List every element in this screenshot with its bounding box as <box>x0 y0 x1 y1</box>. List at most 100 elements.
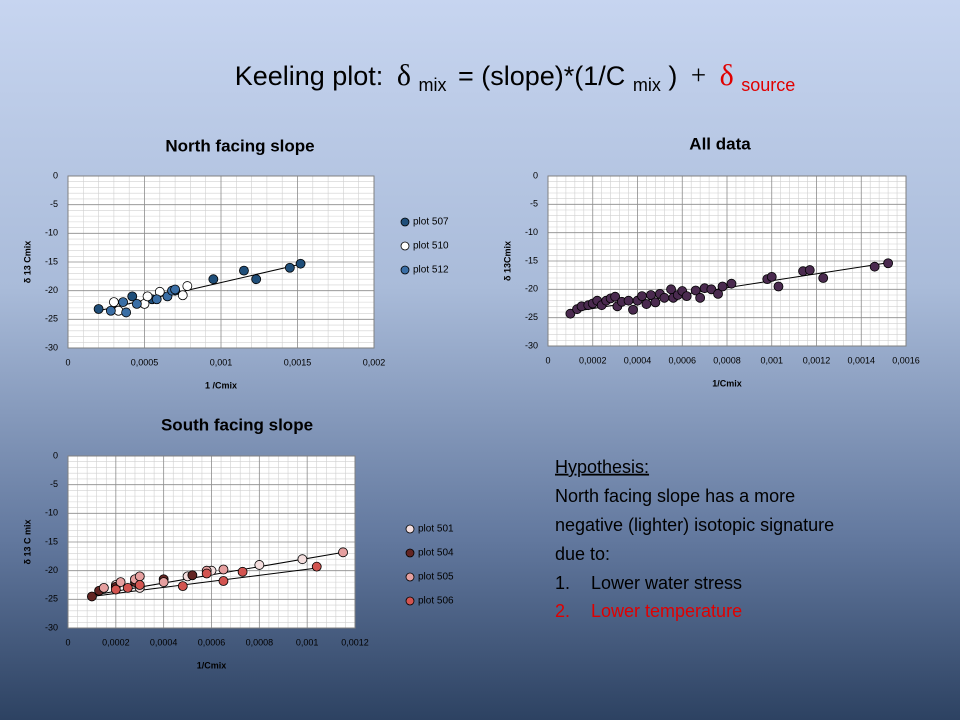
data-point <box>717 281 728 292</box>
y-tick-label: -25 <box>45 594 58 604</box>
y-tick-label: -10 <box>525 227 538 237</box>
data-point <box>659 292 670 303</box>
x-tick-label: 0,0002 <box>102 637 130 647</box>
legend-label: plot 512 <box>413 265 449 276</box>
data-point <box>239 265 249 276</box>
y-tick-label: -15 <box>45 536 58 546</box>
x-tick-label: 0 <box>545 355 550 365</box>
legend-label: plot 506 <box>418 596 454 607</box>
data-point <box>151 294 162 305</box>
data-point <box>681 291 692 302</box>
x-tick-label: 0,0015 <box>284 357 312 367</box>
y-tick-label: -10 <box>45 228 58 238</box>
y-axis-label: δ 13 C mix <box>22 520 32 565</box>
title-part: δ <box>720 59 734 92</box>
y-tick-label: -25 <box>45 314 58 324</box>
y-axis-label: δ 13 Cmix <box>22 241 32 283</box>
plot-border <box>547 175 907 347</box>
hypothesis-heading: Hypothesis: <box>555 457 649 477</box>
data-point <box>804 265 815 275</box>
y-tick-label: 0 <box>53 170 58 180</box>
legend-label: plot 501 <box>418 524 454 535</box>
data-point <box>706 284 717 295</box>
data-point <box>105 305 116 316</box>
data-point <box>254 560 265 570</box>
x-tick-label: 0,0012 <box>803 355 831 365</box>
legend-marker <box>405 572 415 582</box>
list-number: 1. <box>555 573 570 593</box>
data-point <box>121 307 132 318</box>
data-point <box>818 273 829 283</box>
data-point <box>158 577 169 588</box>
x-tick-label: 0,0002 <box>579 355 607 365</box>
x-tick-label: 0 <box>65 357 70 367</box>
x-tick-label: 0,001 <box>210 357 233 367</box>
data-point <box>131 298 142 309</box>
y-tick-label: 0 <box>53 450 58 460</box>
data-point <box>98 582 109 593</box>
data-point <box>773 281 784 292</box>
hypothesis-line: North facing slope has a more <box>555 486 795 506</box>
data-point <box>109 297 119 308</box>
data-point <box>110 584 121 595</box>
x-axis-label: 1/Cmix <box>197 660 227 670</box>
legend-label: plot 507 <box>413 217 449 228</box>
list-item: Lower temperature <box>591 601 742 621</box>
legend-label: plot 504 <box>418 548 454 559</box>
y-tick-label: -10 <box>45 508 58 518</box>
data-point <box>134 571 145 582</box>
data-point <box>201 568 212 579</box>
data-point <box>695 292 706 303</box>
y-tick-label: -25 <box>525 312 538 322</box>
legend-marker <box>400 217 410 227</box>
data-point <box>713 288 723 299</box>
data-point <box>118 297 128 308</box>
data-point <box>93 304 104 314</box>
data-point <box>690 285 701 296</box>
y-tick-label: -30 <box>45 622 58 632</box>
chart-title: South facing slope <box>161 415 313 434</box>
y-tick-label: -5 <box>50 199 58 209</box>
title-part: mix <box>418 75 446 95</box>
plot-border <box>67 455 356 629</box>
data-point <box>565 308 576 319</box>
x-tick-label: 0,001 <box>760 355 783 365</box>
data-point <box>237 566 248 577</box>
legend-marker <box>400 241 410 251</box>
x-tick-label: 0,0012 <box>341 637 369 647</box>
y-tick-label: -30 <box>525 340 538 350</box>
x-tick-label: 0,0004 <box>624 355 652 365</box>
title-part: + <box>691 60 706 90</box>
legend-marker <box>405 596 415 606</box>
y-tick-label: -30 <box>45 342 58 352</box>
title-part: source <box>741 75 795 95</box>
x-tick-label: 0,0008 <box>713 355 741 365</box>
hypothesis-line: due to: <box>555 544 610 564</box>
data-point <box>284 262 295 273</box>
title-part: Keeling plot: <box>235 61 384 91</box>
data-point <box>766 271 777 282</box>
data-point <box>251 274 262 285</box>
data-point <box>311 561 322 572</box>
chart-title: All data <box>689 134 751 153</box>
y-tick-label: -20 <box>45 285 58 295</box>
x-tick-label: 0,001 <box>296 637 319 647</box>
data-point <box>187 570 198 581</box>
data-point <box>87 591 97 602</box>
data-point <box>134 580 145 590</box>
data-point <box>726 278 737 289</box>
data-point <box>869 261 880 272</box>
title-part: ) <box>668 61 677 91</box>
data-point <box>182 281 193 291</box>
data-point <box>177 290 188 301</box>
y-tick-label: -20 <box>525 284 538 294</box>
x-tick-label: 0,0008 <box>246 637 274 647</box>
title-part: = (slope)*(1/C <box>458 61 625 91</box>
y-tick-label: -5 <box>50 479 58 489</box>
plot-border <box>67 175 375 349</box>
x-tick-label: 0,0004 <box>150 637 178 647</box>
data-point <box>115 577 126 588</box>
hypothesis-line: negative (lighter) isotopic signature <box>555 515 834 535</box>
data-point <box>623 295 634 306</box>
x-tick-label: 0,002 <box>363 357 386 367</box>
